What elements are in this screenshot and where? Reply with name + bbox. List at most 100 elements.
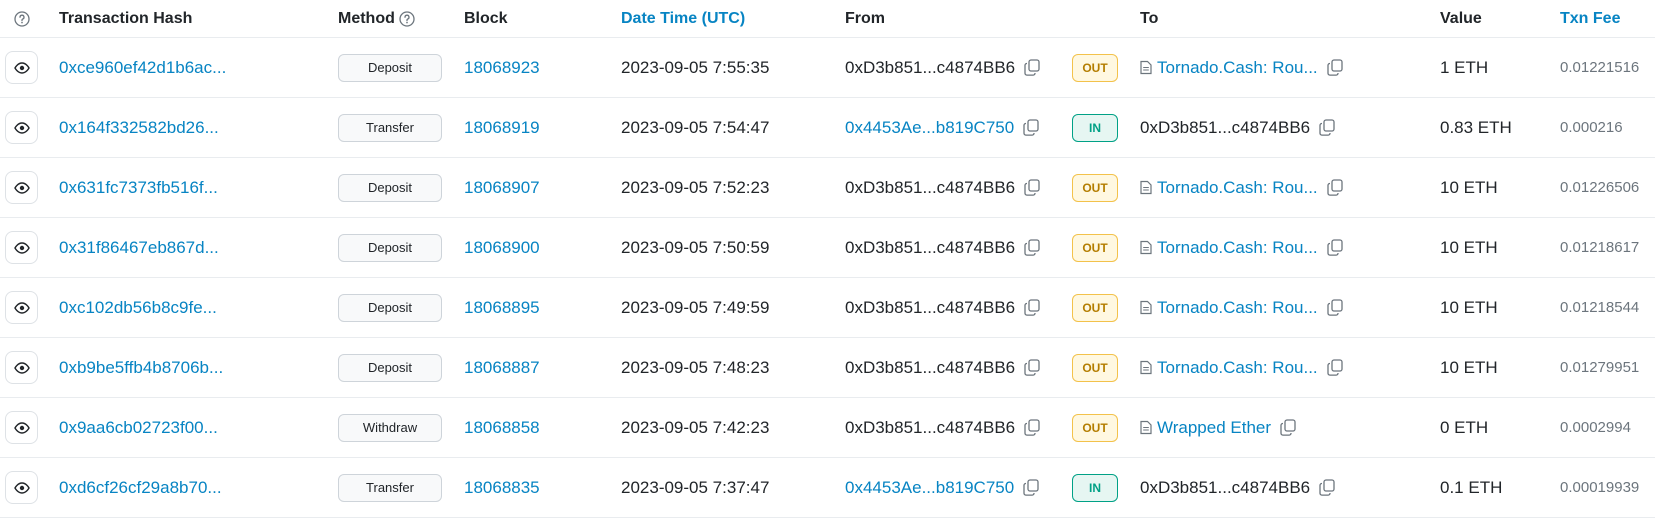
date-time: 2023-09-05 7:49:59 xyxy=(621,297,770,317)
to-address[interactable]: Wrapped Ether xyxy=(1157,417,1272,437)
txn-fee: 0.01226506 xyxy=(1560,179,1640,196)
table-header: Transaction Hash Method Block Date Time … xyxy=(0,0,1655,38)
method-badge: Deposit xyxy=(338,53,442,82)
table-body: 0xce960ef42d1b6ac... Deposit 18068923 20… xyxy=(0,38,1655,518)
direction-badge: OUT xyxy=(1072,173,1118,202)
copy-from-icon[interactable] xyxy=(1023,119,1039,136)
value-amount: 10 ETH xyxy=(1440,357,1498,377)
date-time: 2023-09-05 7:42:23 xyxy=(621,417,770,437)
method-badge: Deposit xyxy=(338,173,442,202)
transaction-hash-link[interactable]: 0xb9be5ffb4b8706b... xyxy=(59,357,224,377)
value-amount: 0.83 ETH xyxy=(1440,117,1512,137)
copy-to-icon[interactable] xyxy=(1327,59,1343,76)
value-amount: 0 ETH xyxy=(1440,417,1489,437)
value-amount: 1 ETH xyxy=(1440,57,1489,77)
block-link[interactable]: 18068919 xyxy=(464,117,540,137)
transaction-hash-link[interactable]: 0xd6cf26cf29a8b70... xyxy=(59,477,222,497)
from-address[interactable]: 0x4453Ae...b819C750 xyxy=(845,117,1015,137)
direction-badge: OUT xyxy=(1072,413,1118,442)
to-address[interactable]: Tornado.Cash: Rou... xyxy=(1157,297,1318,317)
header-transaction-hash: Transaction Hash xyxy=(59,9,193,27)
contract-document-icon xyxy=(1140,420,1152,435)
transaction-hash-link[interactable]: 0x164f332582bd26... xyxy=(59,117,219,137)
from-address: 0xD3b851...c4874BB6 xyxy=(845,57,1016,77)
preview-eye-button[interactable] xyxy=(5,471,38,504)
method-badge: Deposit xyxy=(338,293,442,322)
preview-eye-button[interactable] xyxy=(5,111,38,144)
to-address[interactable]: Tornado.Cash: Rou... xyxy=(1157,237,1318,257)
copy-to-icon[interactable] xyxy=(1280,419,1296,436)
table-row: 0xd6cf26cf29a8b70... Transfer 18068835 2… xyxy=(0,458,1655,518)
method-badge: Deposit xyxy=(338,353,442,382)
to-address[interactable]: Tornado.Cash: Rou... xyxy=(1157,357,1318,377)
copy-from-icon[interactable] xyxy=(1024,299,1040,316)
preview-eye-button[interactable] xyxy=(5,171,38,204)
block-link[interactable]: 18068835 xyxy=(464,477,540,497)
to-address[interactable]: Tornado.Cash: Rou... xyxy=(1157,177,1318,197)
block-link[interactable]: 18068907 xyxy=(464,177,540,197)
copy-from-icon[interactable] xyxy=(1023,479,1039,496)
table-row: 0xc102db56b8c9fe... Deposit 18068895 202… xyxy=(0,278,1655,338)
date-time: 2023-09-05 7:48:23 xyxy=(621,357,770,377)
preview-eye-button[interactable] xyxy=(5,351,38,384)
header-txn-fee-toggle[interactable]: Txn Fee xyxy=(1560,9,1621,27)
direction-badge: OUT xyxy=(1072,233,1118,262)
to-address[interactable]: Tornado.Cash: Rou... xyxy=(1157,57,1318,77)
date-time: 2023-09-05 7:54:47 xyxy=(621,117,770,137)
header-date-time-toggle[interactable]: Date Time (UTC) xyxy=(621,9,746,27)
from-address[interactable]: 0x4453Ae...b819C750 xyxy=(845,477,1015,497)
txn-fee: 0.01221516 xyxy=(1560,59,1640,76)
copy-from-icon[interactable] xyxy=(1024,419,1040,436)
header-method-label: Method xyxy=(338,9,395,27)
transaction-hash-link[interactable]: 0x631fc7373fb516f... xyxy=(59,177,218,197)
table-row: 0xce960ef42d1b6ac... Deposit 18068923 20… xyxy=(0,38,1655,98)
copy-from-icon[interactable] xyxy=(1024,359,1040,376)
txn-fee: 0.00019939 xyxy=(1560,479,1640,496)
copy-to-icon[interactable] xyxy=(1327,359,1343,376)
preview-eye-button[interactable] xyxy=(5,51,38,84)
value-amount: 10 ETH xyxy=(1440,177,1498,197)
block-link[interactable]: 18068900 xyxy=(464,237,540,257)
transaction-hash-link[interactable]: 0x31f86467eb867d... xyxy=(59,237,219,257)
from-address: 0xD3b851...c4874BB6 xyxy=(845,297,1016,317)
date-time: 2023-09-05 7:52:23 xyxy=(621,177,770,197)
txn-fee: 0.01218544 xyxy=(1560,299,1640,316)
eye-icon xyxy=(13,361,30,374)
block-link[interactable]: 18068887 xyxy=(464,357,540,377)
preview-eye-button[interactable] xyxy=(5,291,38,324)
value-amount: 10 ETH xyxy=(1440,237,1498,257)
transaction-hash-link[interactable]: 0x9aa6cb02723f00... xyxy=(59,417,218,437)
header-help-icon[interactable] xyxy=(4,0,39,37)
copy-to-icon[interactable] xyxy=(1327,299,1343,316)
preview-eye-button[interactable] xyxy=(5,411,38,444)
copy-to-icon[interactable] xyxy=(1327,239,1343,256)
direction-badge: OUT xyxy=(1072,293,1118,322)
value-amount: 0.1 ETH xyxy=(1440,477,1503,497)
contract-document-icon xyxy=(1140,360,1152,375)
eye-icon xyxy=(13,181,30,194)
header-method: Method xyxy=(338,0,415,37)
copy-to-icon[interactable] xyxy=(1327,179,1343,196)
block-link[interactable]: 18068858 xyxy=(464,417,540,437)
copy-from-icon[interactable] xyxy=(1024,239,1040,256)
txn-fee: 0.000216 xyxy=(1560,119,1623,136)
table-row: 0x31f86467eb867d... Deposit 18068900 202… xyxy=(0,218,1655,278)
to-address: 0xD3b851...c4874BB6 xyxy=(1140,477,1311,497)
header-block: Block xyxy=(464,9,508,27)
method-badge: Transfer xyxy=(338,113,442,142)
block-link[interactable]: 18068923 xyxy=(464,57,540,77)
copy-from-icon[interactable] xyxy=(1024,179,1040,196)
copy-from-icon[interactable] xyxy=(1024,59,1040,76)
copy-to-icon[interactable] xyxy=(1319,119,1335,136)
block-link[interactable]: 18068895 xyxy=(464,297,540,317)
header-value: Value xyxy=(1440,9,1482,27)
to-address: 0xD3b851...c4874BB6 xyxy=(1140,117,1311,137)
method-help-icon[interactable] xyxy=(399,10,415,27)
transaction-hash-link[interactable]: 0xc102db56b8c9fe... xyxy=(59,297,217,317)
preview-eye-button[interactable] xyxy=(5,231,38,264)
transaction-hash-link[interactable]: 0xce960ef42d1b6ac... xyxy=(59,57,227,77)
copy-to-icon[interactable] xyxy=(1319,479,1335,496)
table-row: 0x9aa6cb02723f00... Withdraw 18068858 20… xyxy=(0,398,1655,458)
direction-badge: IN xyxy=(1072,113,1118,142)
